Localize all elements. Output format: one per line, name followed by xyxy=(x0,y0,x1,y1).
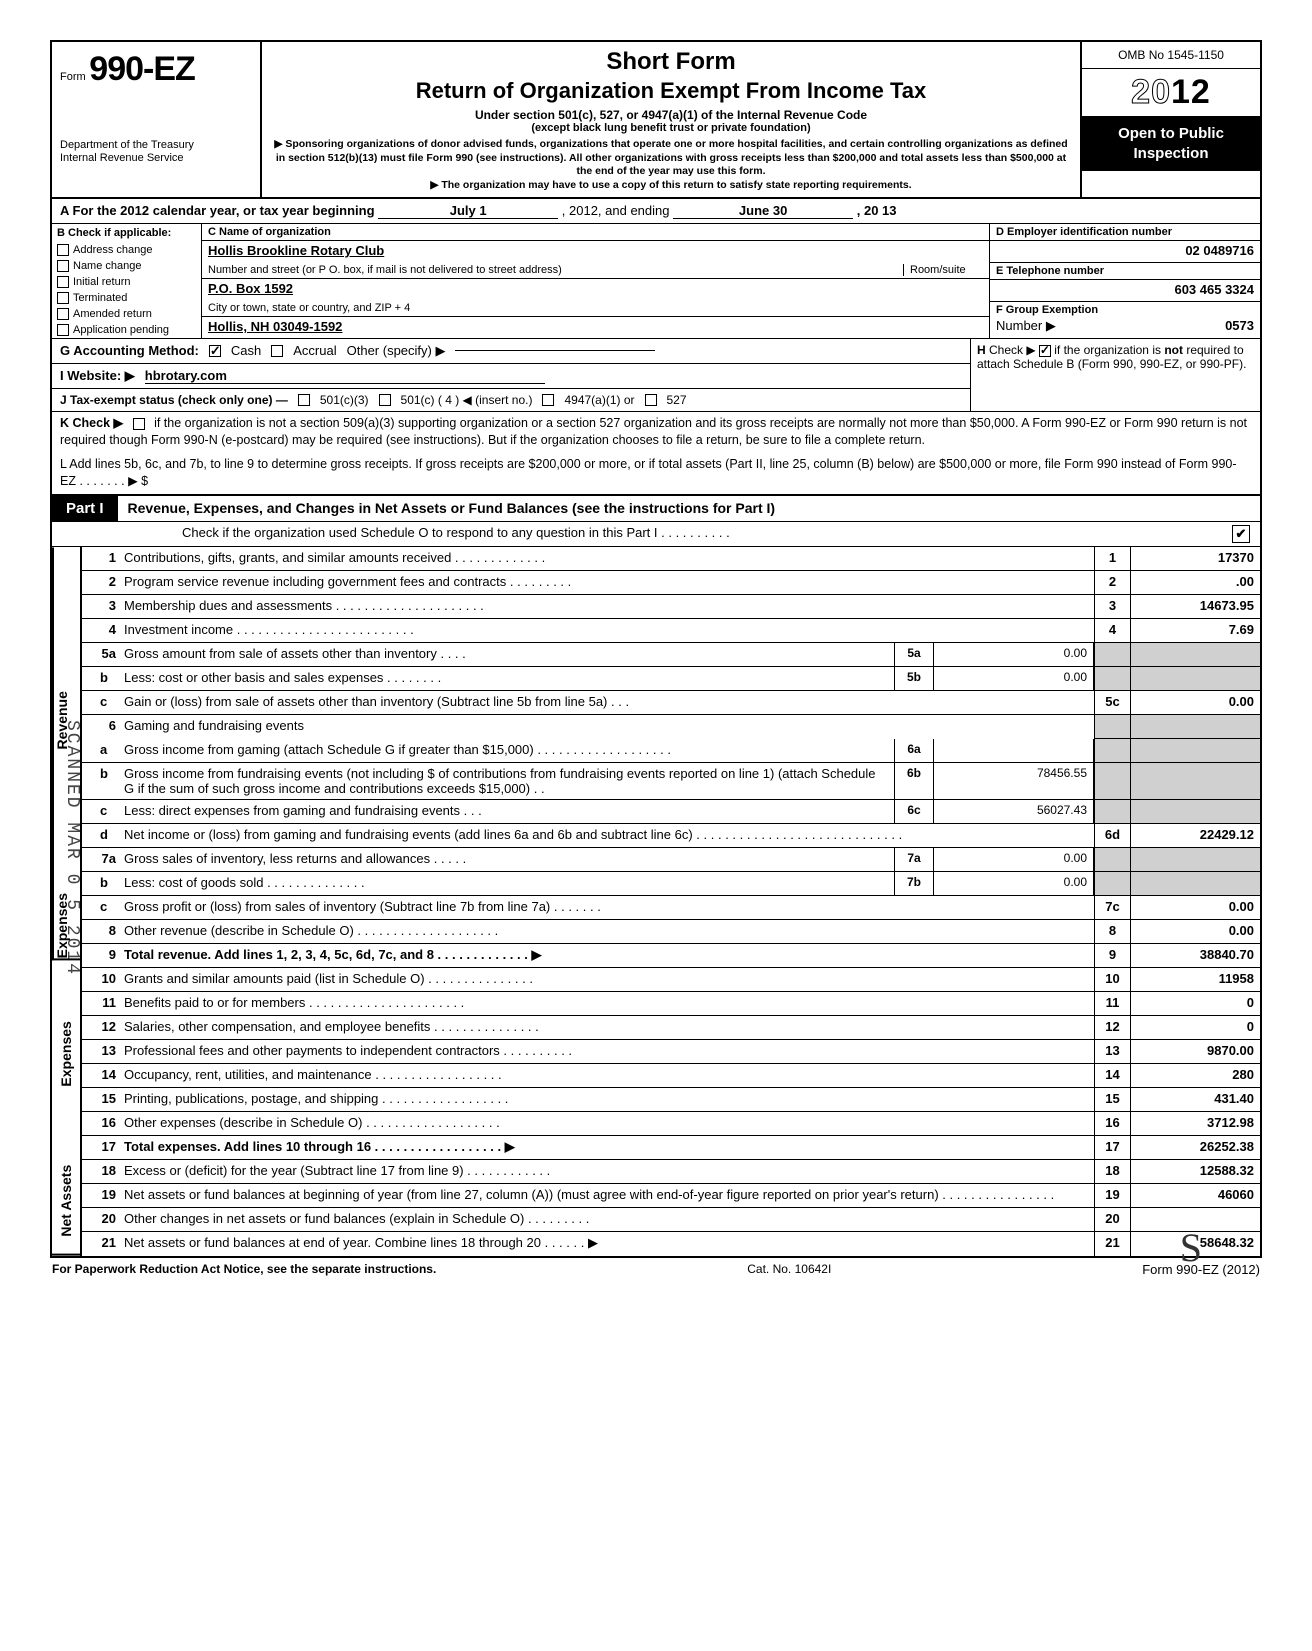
org-address: P.O. Box 1592 xyxy=(202,279,989,300)
val-3: 14673.95 xyxy=(1130,595,1260,618)
val-4: 7.69 xyxy=(1130,619,1260,642)
inspection: Inspection xyxy=(1086,144,1256,164)
org-name: Hollis Brookline Rotary Club xyxy=(202,241,989,262)
chk-name-change[interactable] xyxy=(57,260,69,272)
val-15: 431.40 xyxy=(1130,1088,1260,1111)
header-note2: ▶ The organization may have to use a cop… xyxy=(272,179,1070,191)
form-990ez: Form 990-EZ Department of the Treasury I… xyxy=(50,40,1262,1258)
form-label: Form xyxy=(60,71,86,83)
line-h: H Check ▶ if the organization is not req… xyxy=(970,339,1260,411)
open-public: Open to Public xyxy=(1086,124,1256,144)
col-b: B Check if applicable: Address change Na… xyxy=(52,224,202,338)
chk-amended[interactable] xyxy=(57,308,69,320)
val-7a: 0.00 xyxy=(934,848,1094,871)
val-8: 0.00 xyxy=(1130,920,1260,943)
chk-cash[interactable] xyxy=(209,345,221,357)
ein: 02 0489716 xyxy=(990,241,1260,263)
phone: 603 465 3324 xyxy=(990,280,1260,302)
chk-initial-return[interactable] xyxy=(57,276,69,288)
val-7c: 0.00 xyxy=(1130,896,1260,919)
col-c: C Name of organization Hollis Brookline … xyxy=(202,224,990,338)
chk-501c[interactable] xyxy=(379,394,391,406)
title-short-form: Short Form xyxy=(272,48,1070,76)
line-k: K Check ▶ if the organization is not a s… xyxy=(52,412,1260,453)
val-16: 3712.98 xyxy=(1130,1112,1260,1135)
part-1-body: Revenue Expenses Expenses Net Assets 1Co… xyxy=(52,547,1260,1256)
page-mark: S xyxy=(1180,1224,1202,1271)
line-l: L Add lines 5b, 6c, and 7b, to line 9 to… xyxy=(52,453,1260,494)
val-5a: 0.00 xyxy=(934,643,1094,666)
chk-accrual[interactable] xyxy=(271,345,283,357)
side-net-assets: Net Assets xyxy=(52,1147,80,1256)
val-19: 46060 xyxy=(1130,1184,1260,1207)
year-end: , 20 13 xyxy=(857,203,897,218)
chk-terminated[interactable] xyxy=(57,292,69,304)
val-6a xyxy=(934,739,1094,762)
val-1: 17370 xyxy=(1130,547,1260,570)
group-exemption: 0573 xyxy=(1225,318,1254,334)
chk-line-k[interactable] xyxy=(133,418,145,430)
chk-address-change[interactable] xyxy=(57,244,69,256)
form-header: Form 990-EZ Department of the Treasury I… xyxy=(52,42,1260,199)
val-18: 12588.32 xyxy=(1130,1160,1260,1183)
part-1-header: Part I Revenue, Expenses, and Changes in… xyxy=(52,494,1260,522)
val-7b: 0.00 xyxy=(934,872,1094,895)
val-6d: 22429.12 xyxy=(1130,824,1260,847)
form-number: 990-EZ xyxy=(89,50,195,88)
col-de: D Employer identification number 02 0489… xyxy=(990,224,1260,338)
org-city: Hollis, NH 03049-1592 xyxy=(202,317,989,338)
val-9: 38840.70 xyxy=(1130,944,1260,967)
chk-schedule-o[interactable]: ✔ xyxy=(1232,525,1250,543)
val-5c: 0.00 xyxy=(1130,691,1260,714)
subtitle-except: (except black lung benefit trust or priv… xyxy=(272,122,1070,134)
val-6c: 56027.43 xyxy=(934,800,1094,823)
tax-year: 2012 xyxy=(1082,69,1260,116)
val-14: 280 xyxy=(1130,1064,1260,1087)
val-5b: 0.00 xyxy=(934,667,1094,690)
check-schedule-o: Check if the organization used Schedule … xyxy=(52,522,1260,547)
val-11: 0 xyxy=(1130,992,1260,1015)
page-footer: For Paperwork Reduction Act Notice, see … xyxy=(50,1258,1262,1281)
omb-number: OMB No 1545-1150 xyxy=(1082,42,1260,69)
website: hbrotary.com xyxy=(145,368,545,384)
val-2: .00 xyxy=(1130,571,1260,594)
val-13: 9870.00 xyxy=(1130,1040,1260,1063)
header-note1: ▶ Sponsoring organizations of donor advi… xyxy=(272,138,1070,179)
subtitle-section: Under section 501(c), 527, or 4947(a)(1)… xyxy=(272,108,1070,122)
chk-501c3[interactable] xyxy=(298,394,310,406)
val-12: 0 xyxy=(1130,1016,1260,1039)
side-expenses: Expenses xyxy=(52,893,82,960)
side-revenue: Revenue xyxy=(52,547,82,893)
year-end-month: June 30 xyxy=(673,203,853,219)
dept-irs: Internal Revenue Service xyxy=(60,152,252,165)
chk-schedule-b[interactable] xyxy=(1039,345,1051,357)
year-begin: July 1 xyxy=(378,203,558,219)
chk-pending[interactable] xyxy=(57,324,69,336)
chk-527[interactable] xyxy=(645,394,657,406)
chk-4947[interactable] xyxy=(542,394,554,406)
dept-treasury: Department of the Treasury xyxy=(60,139,252,152)
title-return: Return of Organization Exempt From Incom… xyxy=(272,78,1070,104)
val-10: 11958 xyxy=(1130,968,1260,991)
line-a: A For the 2012 calendar year, or tax yea… xyxy=(52,199,1260,224)
val-6b: 78456.55 xyxy=(934,763,1094,799)
val-17: 26252.38 xyxy=(1130,1136,1260,1159)
